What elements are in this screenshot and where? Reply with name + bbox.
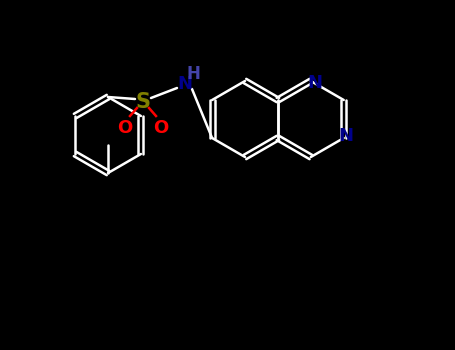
Text: N: N (338, 127, 353, 145)
Text: N: N (177, 75, 192, 93)
Text: N: N (307, 74, 322, 92)
Text: O: O (153, 119, 169, 137)
Text: S: S (136, 92, 151, 112)
Text: O: O (117, 119, 132, 137)
Text: H: H (186, 65, 200, 83)
